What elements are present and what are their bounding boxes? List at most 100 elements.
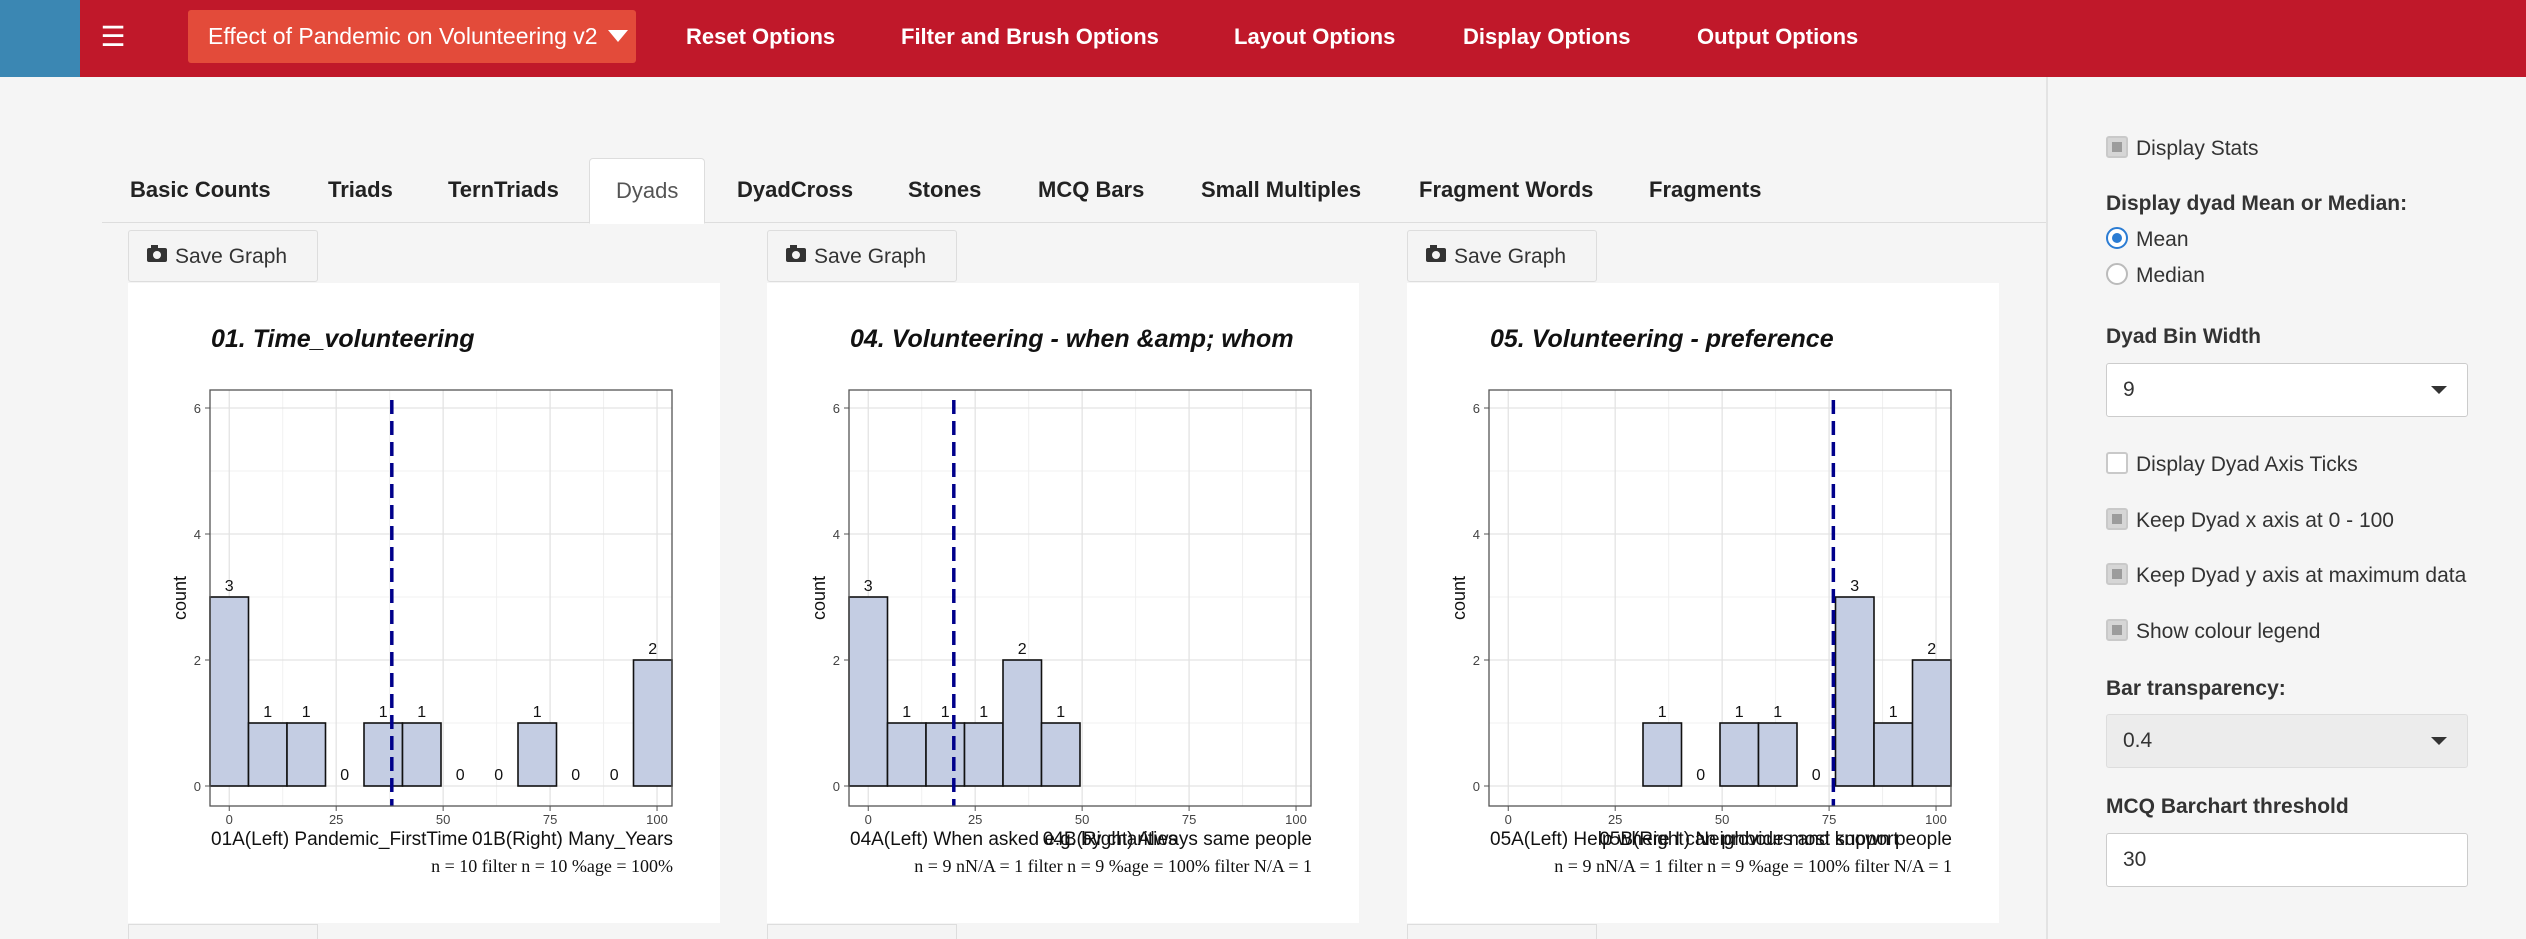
bar-count-label: 1	[302, 704, 311, 721]
save-graph-label: Save Graph	[1454, 245, 1567, 268]
bar-count-label: 1	[1773, 704, 1782, 721]
transparency-label: Bar transparency:	[2106, 677, 2286, 700]
save-graph-label: Save Graph	[175, 245, 288, 268]
bin-width-select[interactable]: 9	[2106, 363, 2468, 417]
histogram-bar	[1002, 659, 1043, 787]
project-dropdown-label: Effect of Pandemic on Volunteering v2	[208, 23, 598, 49]
y-tick-label: 6	[833, 401, 840, 416]
dyad-right-label: 04B(Right) Always same people	[1043, 829, 1312, 850]
next-save-button-partial[interactable]	[767, 924, 957, 939]
next-save-button-partial[interactable]	[128, 924, 318, 939]
axis-ticks-label: Display Dyad Axis Ticks	[2136, 453, 2358, 476]
x-tick-label: 75	[543, 812, 557, 827]
tab-basic-counts[interactable]: Basic Counts	[130, 177, 271, 202]
bar-count-label: 1	[1889, 704, 1898, 721]
bar-count-label: 2	[1927, 641, 1936, 658]
colour-legend-checkbox[interactable]: Show colour legend	[2106, 617, 2320, 647]
keep-x-checkbox[interactable]: Keep Dyad x axis at 0 - 100	[2106, 506, 2394, 536]
bar-count-label: 1	[902, 704, 911, 721]
dyad-histogram-3: 05. Volunteering - preference 1 0 1 1 0 3 1 2 0 2 4…	[1449, 325, 1952, 876]
bar-count-label: 2	[1018, 641, 1027, 658]
bar-count-label: 1	[1735, 704, 1744, 721]
bin-width-label: Dyad Bin Width	[2106, 325, 2261, 348]
nav-output-options[interactable]: Output Options	[1697, 24, 1859, 49]
histogram-bar	[925, 722, 966, 787]
bar-count-label: 0	[571, 767, 580, 784]
histogram-bar	[247, 722, 288, 787]
bar-count-label: 0	[1812, 767, 1821, 784]
tab-stones[interactable]: Stones	[908, 177, 982, 202]
chevron-down-icon	[2431, 386, 2447, 394]
bar-count-label: 0	[1696, 767, 1705, 784]
bar-count-label: 3	[864, 578, 873, 595]
next-save-button-partial[interactable]	[1407, 924, 1597, 939]
keep-y-checkbox[interactable]: Keep Dyad y axis at maximum data	[2106, 561, 2466, 591]
y-tick-label: 4	[1473, 527, 1480, 542]
bar-count-label: 1	[979, 704, 988, 721]
nav-reset-options[interactable]: Reset Options	[686, 24, 836, 49]
y-tick-label: 2	[194, 653, 201, 668]
hamburger-icon[interactable]: ☰	[80, 0, 146, 77]
y-axis-title: count	[809, 576, 829, 620]
x-tick-label: 100	[646, 812, 668, 827]
options-sidebar: Display Stats Display dyad Mean or Media…	[2046, 77, 2526, 939]
nav-filter-brush-options[interactable]: Filter and Brush Options	[901, 24, 1159, 49]
tab-bar-divider	[102, 222, 2046, 223]
dyad-stats-caption: n = 9 nN/A = 1 filter n = 9 %age = 100% …	[1554, 856, 1952, 876]
x-tick-label: 0	[226, 812, 233, 827]
x-tick-label: 25	[968, 812, 982, 827]
median-radio[interactable]: Median	[2106, 261, 2205, 291]
y-axis-title: count	[170, 576, 190, 620]
tab-terntriads[interactable]: TernTriads	[448, 177, 559, 202]
tab-fragment-words[interactable]: Fragment Words	[1419, 177, 1594, 202]
y-axis-title: count	[1449, 576, 1469, 620]
tab-mcq-bars[interactable]: MCQ Bars	[1038, 177, 1145, 202]
save-graph-button-2[interactable]: Save Graph	[767, 230, 957, 282]
plot-border	[209, 389, 673, 807]
y-tick-label: 0	[1473, 779, 1480, 794]
y-tick-label: 0	[194, 779, 201, 794]
bar-count-label: 3	[1850, 578, 1859, 595]
histogram-bar	[401, 722, 442, 787]
project-dropdown-button[interactable]: Effect of Pandemic on Volunteering v2	[188, 10, 636, 63]
transparency-select[interactable]: 0.4	[2106, 714, 2468, 768]
display-stats-checkbox[interactable]: Display Stats	[2106, 134, 2259, 164]
save-graph-button-1[interactable]: Save Graph	[128, 230, 318, 282]
y-tick-label: 6	[1473, 401, 1480, 416]
mean-label: Mean	[2136, 228, 2189, 251]
bin-width-value: 9	[2123, 378, 2135, 401]
histogram-bar	[209, 596, 250, 787]
save-graph-label: Save Graph	[814, 245, 927, 268]
tab-dyads[interactable]: Dyads	[589, 158, 706, 224]
histogram-bar	[632, 659, 673, 787]
tab-dyadcross[interactable]: DyadCross	[737, 177, 854, 202]
mcq-threshold-input[interactable]: 30	[2106, 833, 2468, 887]
transparency-value: 0.4	[2123, 729, 2153, 752]
x-tick-label: 75	[1822, 812, 1836, 827]
checkbox-icon	[2106, 136, 2128, 159]
tab-small-multiples[interactable]: Small Multiples	[1201, 177, 1362, 202]
tab-fragments[interactable]: Fragments	[1649, 177, 1762, 202]
bar-count-label: 1	[379, 704, 388, 721]
dyad-stats-caption: n = 9 nN/A = 1 filter n = 9 %age = 100% …	[914, 856, 1312, 876]
dyad-panel-2: 04. Volunteering - when &amp; whom 3 1 1 1 2 1…	[767, 283, 1359, 923]
nav-display-options[interactable]: Display Options	[1463, 24, 1631, 49]
axis-ticks-checkbox[interactable]: Display Dyad Axis Ticks	[2106, 450, 2358, 480]
dyad-panel-1: 01. Time_volunteering 3 1 1 0 1 1 0 0 1 0 0 2 0 2 4 6 0 25…	[128, 283, 720, 923]
bar-count-label: 1	[417, 704, 426, 721]
histogram-bar	[963, 722, 1004, 787]
y-tick-label: 4	[194, 527, 201, 542]
chart-title: 01. Time_volunteering	[211, 325, 475, 353]
bar-count-label: 1	[533, 704, 542, 721]
save-graph-button-3[interactable]: Save Graph	[1407, 230, 1597, 282]
dyad-right-label: 01B(Right) Many_Years	[472, 829, 673, 850]
nav-layout-options[interactable]: Layout Options	[1234, 24, 1396, 49]
x-tick-label: 0	[865, 812, 872, 827]
tab-triads[interactable]: Triads	[328, 177, 393, 202]
mean-radio[interactable]: Mean	[2106, 225, 2189, 255]
x-tick-label: 50	[1075, 812, 1089, 827]
y-tick-label: 2	[833, 653, 840, 668]
mcq-threshold-label: MCQ Barchart threshold	[2106, 795, 2349, 818]
x-tick-label: 25	[1608, 812, 1622, 827]
